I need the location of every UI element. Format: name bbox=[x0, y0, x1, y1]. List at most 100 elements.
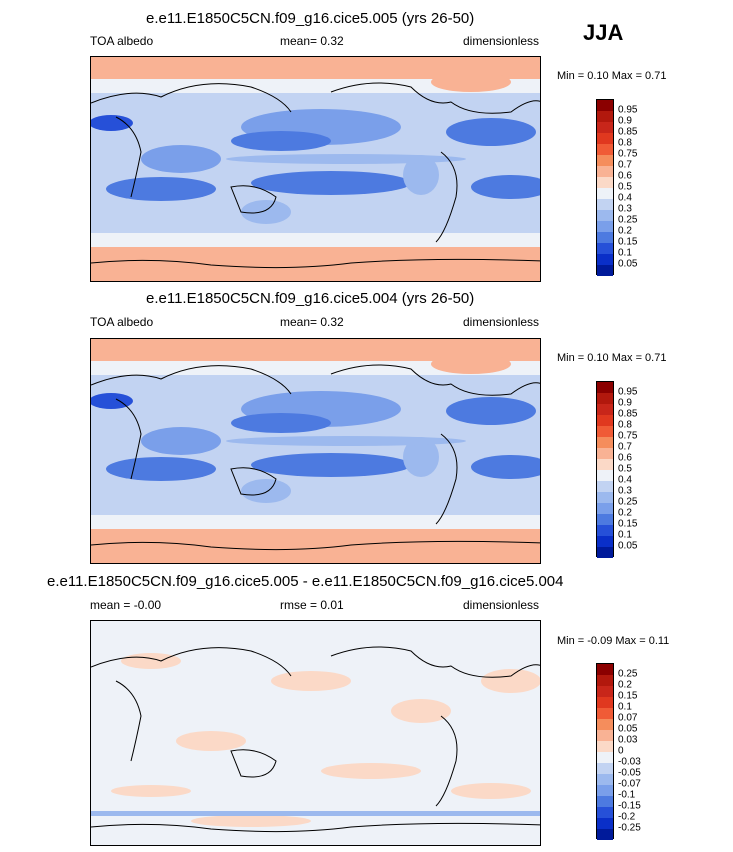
panel3-title: e.e11.E1850C5CN.f09_g16.cice5.005 - e.e1… bbox=[47, 573, 564, 590]
colorbar-label: 0.1 bbox=[618, 701, 632, 713]
colorbar-label: 0.3 bbox=[618, 485, 632, 497]
panel3-map bbox=[90, 620, 541, 846]
colorbar-label: 0.6 bbox=[618, 170, 632, 182]
colorbar-label: 0.85 bbox=[618, 126, 638, 138]
panel2-minmax: Min = 0.10 Max = 0.71 bbox=[557, 352, 667, 364]
colorbar-label: 0.25 bbox=[618, 214, 638, 226]
panel1-mean: mean= 0.32 bbox=[280, 34, 344, 48]
colorbar-swatch bbox=[597, 796, 613, 807]
colorbar-label: 0.9 bbox=[618, 115, 632, 127]
colorbar-swatch bbox=[597, 404, 613, 415]
colorbar-swatch bbox=[597, 730, 613, 741]
colorbar-swatch bbox=[597, 210, 613, 221]
panel3-rmse: rmse = 0.01 bbox=[280, 598, 344, 612]
colorbar-label: 0.03 bbox=[618, 734, 638, 746]
colorbar-label: 0.75 bbox=[618, 148, 638, 160]
colorbar-swatch bbox=[597, 481, 613, 492]
colorbar-swatch bbox=[597, 492, 613, 503]
colorbar-label: 0.8 bbox=[618, 419, 632, 431]
colorbar-swatch bbox=[597, 675, 613, 686]
panel1-title: e.e11.E1850C5CN.f09_g16.cice5.005 (yrs 2… bbox=[146, 10, 475, 27]
colorbar-swatch bbox=[597, 514, 613, 525]
panel2-title: e.e11.E1850C5CN.f09_g16.cice5.004 (yrs 2… bbox=[146, 290, 475, 307]
colorbar-swatch bbox=[597, 829, 613, 840]
colorbar-swatch bbox=[597, 188, 613, 199]
colorbar-swatch bbox=[597, 525, 613, 536]
colorbar-label: -0.07 bbox=[618, 778, 641, 790]
colorbar-label: 0.4 bbox=[618, 474, 632, 486]
colorbar-swatch bbox=[597, 697, 613, 708]
colorbar-label: 0.15 bbox=[618, 690, 638, 702]
colorbar-label: -0.15 bbox=[618, 800, 641, 812]
panel3-mean: mean = -0.00 bbox=[90, 598, 162, 612]
colorbar-label: 0.5 bbox=[618, 463, 632, 475]
colorbar-label: 0.7 bbox=[618, 441, 632, 453]
colorbar-label: 0.05 bbox=[618, 723, 638, 735]
panel3-minmax: Min = -0.09 Max = 0.11 bbox=[557, 635, 670, 647]
colorbar-swatch bbox=[597, 664, 613, 675]
colorbar-swatch bbox=[597, 536, 613, 547]
colorbar-label: 0.1 bbox=[618, 529, 632, 541]
colorbar-swatch bbox=[597, 448, 613, 459]
colorbar-swatch bbox=[597, 818, 613, 829]
colorbar-label: 0.15 bbox=[618, 518, 638, 530]
colorbar-label: 0.7 bbox=[618, 159, 632, 171]
colorbar-label: 0.85 bbox=[618, 408, 638, 420]
panel1-minmax: Min = 0.10 Max = 0.71 bbox=[557, 70, 667, 82]
panel3-units: dimensionless bbox=[463, 598, 540, 612]
colorbar-swatch bbox=[597, 752, 613, 763]
colorbar-swatch bbox=[597, 221, 613, 232]
colorbar-label: 0.9 bbox=[618, 397, 632, 409]
colorbar-label: 0.25 bbox=[618, 496, 638, 508]
colorbar-label: 0.8 bbox=[618, 137, 632, 149]
colorbar-label: 0.05 bbox=[618, 540, 638, 552]
colorbar-label: -0.03 bbox=[618, 756, 641, 768]
colorbar-swatch bbox=[597, 415, 613, 426]
colorbar-label: 0.1 bbox=[618, 247, 632, 259]
colorbar-swatch bbox=[597, 166, 613, 177]
colorbar-swatch bbox=[597, 122, 613, 133]
panel2-map-field bbox=[91, 339, 540, 563]
panel1-map bbox=[90, 56, 541, 282]
panel3-map-field bbox=[91, 621, 540, 845]
colorbar-swatch bbox=[597, 470, 613, 481]
panel1-variable: TOA albedo bbox=[90, 34, 154, 48]
colorbar-swatch bbox=[597, 265, 613, 276]
panel1-colorbar-box bbox=[596, 99, 614, 276]
colorbar-swatch bbox=[597, 100, 613, 111]
colorbar-swatch bbox=[597, 459, 613, 470]
colorbar-swatch bbox=[597, 426, 613, 437]
colorbar-swatch bbox=[597, 177, 613, 188]
colorbar-label: -0.1 bbox=[618, 789, 636, 801]
panel2-map bbox=[90, 338, 541, 564]
panel2-mean: mean= 0.32 bbox=[280, 315, 344, 329]
colorbar-label: 0.05 bbox=[618, 258, 638, 270]
colorbar-label: 0.3 bbox=[618, 203, 632, 215]
colorbar-swatch bbox=[597, 774, 613, 785]
panel3-colorbar-box bbox=[596, 663, 614, 840]
colorbar-label: -0.25 bbox=[618, 822, 641, 834]
colorbar-label: 0.07 bbox=[618, 712, 638, 724]
colorbar-swatch bbox=[597, 807, 613, 818]
colorbar-swatch bbox=[597, 232, 613, 243]
colorbar-label: 0.25 bbox=[618, 668, 638, 680]
colorbar-swatch bbox=[597, 741, 613, 752]
colorbar-label: -0.05 bbox=[618, 767, 641, 779]
colorbar-label: 0 bbox=[618, 745, 624, 757]
colorbar-label: 0.2 bbox=[618, 679, 632, 691]
panel2-variable: TOA albedo bbox=[90, 315, 154, 329]
colorbar-swatch bbox=[597, 393, 613, 404]
colorbar-label: 0.95 bbox=[618, 104, 638, 116]
colorbar-swatch bbox=[597, 254, 613, 265]
colorbar-swatch bbox=[597, 763, 613, 774]
colorbar-swatch bbox=[597, 382, 613, 393]
colorbar-label: 0.2 bbox=[618, 507, 632, 519]
colorbar-swatch bbox=[597, 437, 613, 448]
colorbar-label: 0.15 bbox=[618, 236, 638, 248]
colorbar-swatch bbox=[597, 155, 613, 166]
colorbar-swatch bbox=[597, 133, 613, 144]
panel1-units: dimensionless bbox=[463, 34, 540, 48]
colorbar-label: 0.2 bbox=[618, 225, 632, 237]
colorbar-swatch bbox=[597, 111, 613, 122]
colorbar-label: 0.6 bbox=[618, 452, 632, 464]
